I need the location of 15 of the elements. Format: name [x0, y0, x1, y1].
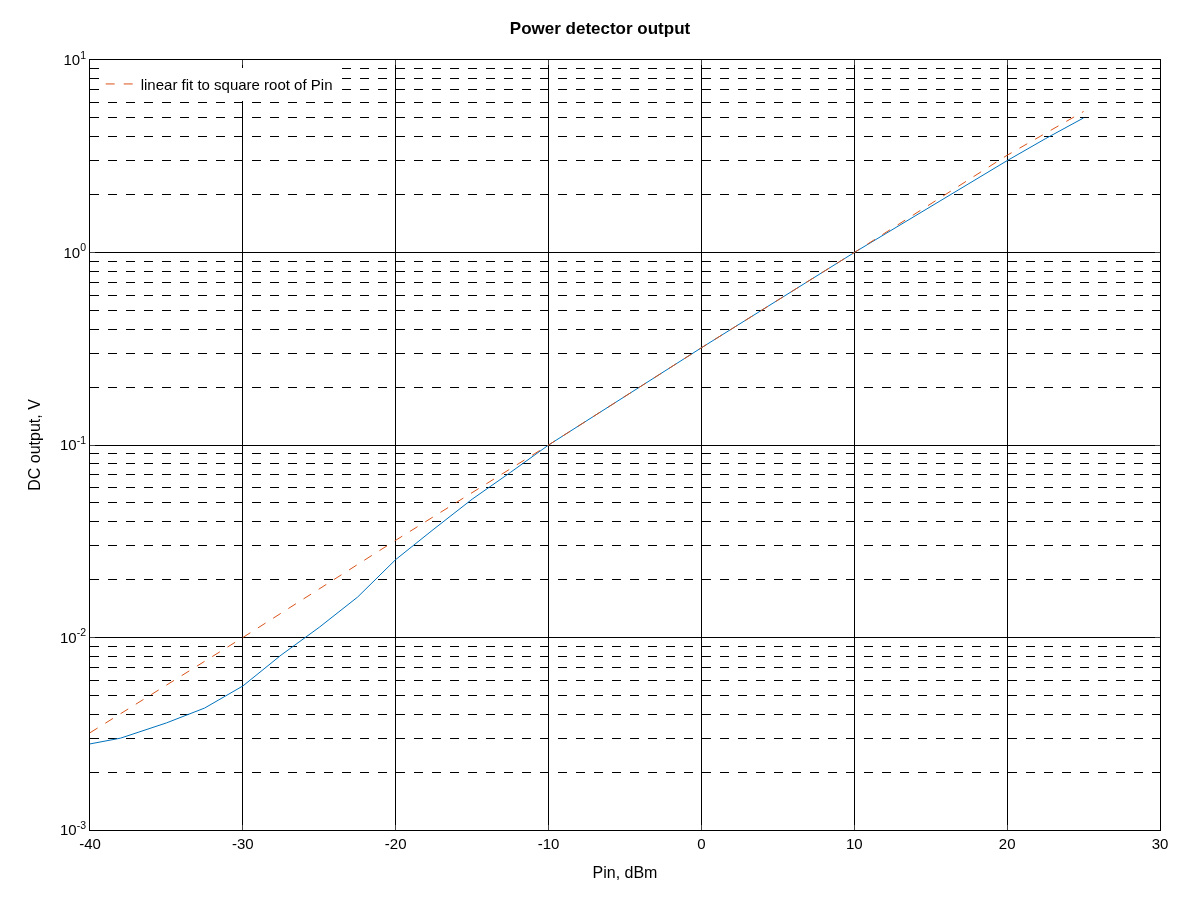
x-tick-label: -30 — [232, 835, 254, 852]
y-tick-label: 10$^{-1}$ — [59, 433, 87, 454]
y-tick-label: 10$^{1}$ — [63, 48, 87, 69]
x-tick-label: 0 — [697, 835, 706, 852]
x-tick-label: -20 — [384, 835, 407, 852]
chart-title: Power detector output — [509, 19, 691, 39]
x-axis-title: Pin, dBm — [592, 863, 658, 881]
x-tick-label: 10 — [845, 835, 863, 852]
y-tick-label: 10$^{-2}$ — [59, 626, 87, 646]
x-tick-label: 30 — [1151, 835, 1169, 852]
y-tick-label: 10$^{0}$ — [63, 241, 87, 261]
x-tick-label: -10 — [537, 835, 560, 852]
legend-label: linear fit to square root of Pin — [140, 75, 333, 93]
x-tick-label: 20 — [998, 835, 1016, 852]
y-axis-title: DC output, V — [25, 398, 43, 491]
